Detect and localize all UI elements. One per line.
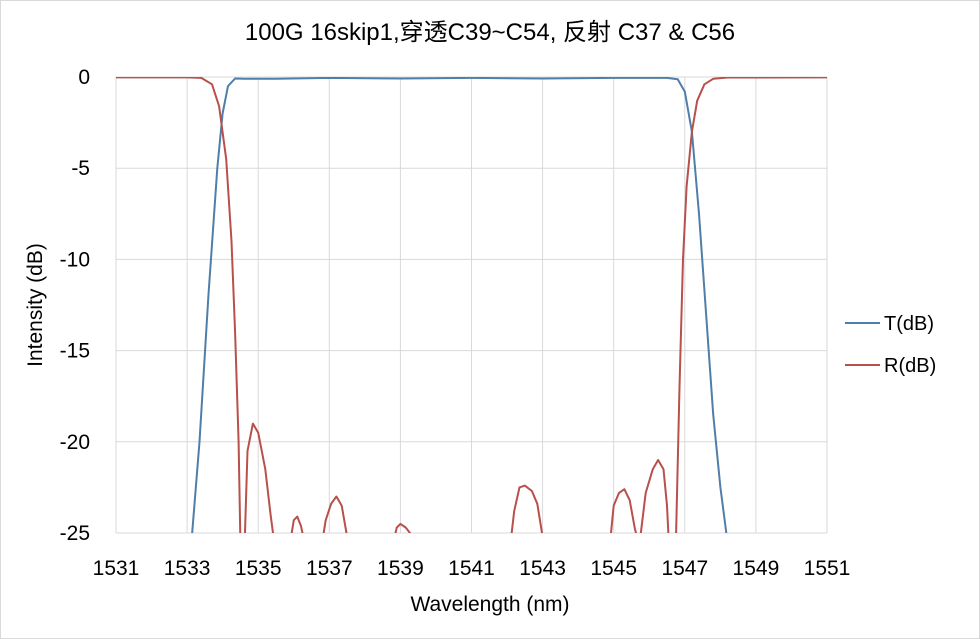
x-tick-label: 1539	[377, 557, 424, 580]
y-tick-label: -25	[60, 522, 90, 545]
y-tick-label: -5	[71, 157, 90, 180]
gridlines	[115, 76, 828, 534]
legend-label: R(dB)	[884, 355, 936, 377]
y-axis-label: Intensity (dB)	[24, 243, 47, 367]
x-axis-label: Wavelength (nm)	[410, 593, 569, 616]
x-tick-label: 1543	[519, 557, 566, 580]
x-tick-labels: 1531 1533 1535 1537 1539 1541 1543 1545 1547 1549…	[93, 557, 851, 580]
x-tick-label: 1537	[306, 557, 353, 580]
series-line-2	[116, 77, 827, 533]
x-tick-label: 1535	[235, 557, 282, 580]
x-tick-label: 1547	[661, 557, 708, 580]
x-tick-label: 1533	[164, 557, 211, 580]
series-lines	[116, 77, 827, 533]
x-tick-label: 1531	[93, 557, 140, 580]
y-tick-label: -15	[60, 340, 90, 363]
x-tick-label: 1551	[804, 557, 851, 580]
y-tick-label: -20	[60, 431, 90, 454]
x-tick-label: 1545	[590, 557, 637, 580]
x-tick-label: 1549	[733, 557, 780, 580]
y-tick-label: -10	[60, 248, 90, 271]
x-tick-label: 1541	[448, 557, 495, 580]
series-line-1	[191, 77, 728, 533]
y-tick-labels: 0 -5 -10 -15 -20 -25	[60, 66, 90, 545]
legend-label: T(dB)	[884, 313, 934, 335]
y-tick-label: 0	[78, 66, 90, 89]
legend: T(dB) R(dB)	[845, 313, 936, 377]
chart-title: 100G 16skip1,穿透C39~C54, 反射 C37 & C56	[245, 19, 735, 46]
